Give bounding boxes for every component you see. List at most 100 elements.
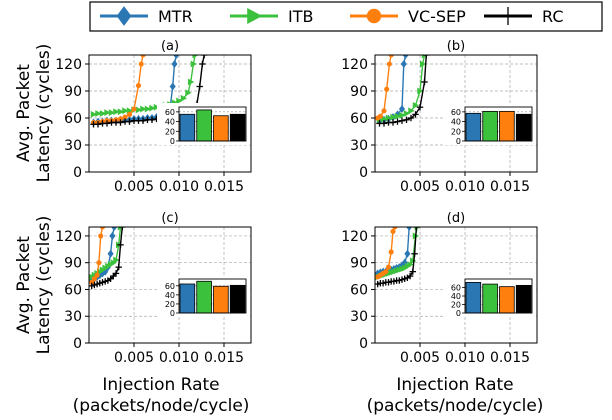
inset-y-tick-label: 40 [451, 118, 461, 127]
inset-bar-itb [483, 284, 498, 313]
data-point [95, 273, 100, 278]
y-axis-label: Avg. PacketLatency (cycles) [14, 44, 54, 183]
y-tick-label: 60 [350, 111, 368, 127]
x-axis-label-line: Injection Rate [396, 375, 513, 395]
data-point [387, 61, 392, 66]
data-point [418, 88, 423, 93]
data-point [131, 106, 136, 111]
data-point [378, 114, 383, 119]
y-tick-label: 90 [64, 84, 82, 100]
data-point [136, 83, 141, 88]
y-tick-label: 30 [350, 309, 368, 325]
data-point [199, 61, 205, 67]
inset-bar-rc [516, 285, 531, 313]
data-point [108, 251, 113, 257]
data-point [381, 108, 386, 113]
legend-marker-circle-icon [367, 9, 381, 23]
x-tick-label: 0.010 [159, 179, 199, 195]
y-tick-label: 60 [64, 111, 82, 127]
inset-y-tick-label: 20 [451, 127, 461, 136]
inset-y-tick-label: 0 [170, 137, 175, 146]
x-tick-label: 0.015 [490, 350, 530, 366]
inset-y-tick-label: 40 [451, 292, 461, 301]
x-tick-label: 0.015 [204, 350, 244, 366]
y-axis-label-line: Avg. Packet [14, 64, 34, 162]
x-tick-label: 0.015 [204, 179, 244, 195]
legend-label: ITB [288, 7, 313, 26]
y-axis-label-line: Latency (cycles) [34, 44, 54, 183]
x-tick-label: 0.005 [114, 179, 154, 195]
inset-bar-rc [230, 285, 245, 313]
y-tick-label: 120 [341, 57, 368, 73]
y-tick-label: 90 [64, 256, 82, 272]
data-point [98, 233, 103, 238]
inset-bar-mtr [180, 284, 195, 313]
legend-label: MTR [158, 7, 193, 26]
inset-bar-vc-sep [214, 116, 229, 141]
data-point [191, 61, 196, 66]
y-tick-label: 30 [350, 138, 368, 154]
data-point [114, 257, 119, 262]
x-axis-label: Injection Rate (packets/node/cycle) [73, 375, 250, 416]
series-group [375, 224, 420, 288]
data-point [411, 251, 417, 257]
data-point [390, 229, 395, 234]
y-tick-label: 120 [55, 229, 82, 245]
data-point [421, 79, 427, 85]
inset-bar-mtr [466, 113, 481, 141]
panel-title: (b) [447, 39, 465, 54]
x-tick-label: 0.010 [445, 350, 485, 366]
legend-label: RC [542, 7, 564, 26]
panel-title: (d) [447, 211, 465, 226]
data-point [127, 112, 132, 117]
data-point [172, 61, 177, 67]
y-tick-label: 0 [73, 165, 82, 181]
inset-y-tick-label: 60 [165, 282, 175, 291]
data-point [116, 264, 122, 270]
panel-title: (a) [161, 39, 179, 54]
data-point [390, 119, 396, 125]
inset-y-tick-label: 40 [165, 118, 175, 127]
inset-y-tick-label: 60 [451, 108, 461, 117]
panel-title: (c) [161, 211, 178, 226]
data-point [383, 269, 388, 274]
x-axis-label-line: Injection Rate [102, 375, 219, 395]
data-point [110, 233, 115, 239]
inset-y-tick-label: 60 [165, 108, 175, 117]
x-axis-label-line: (packets/node/cycle) [367, 396, 544, 416]
series-vc-sep [375, 52, 394, 120]
inset-y-tick-label: 20 [165, 127, 175, 136]
inset-y-tick-label: 60 [451, 284, 461, 293]
data-point [401, 61, 406, 67]
x-tick-label: 0.005 [400, 350, 440, 366]
inset-y-tick-label: 40 [165, 291, 175, 300]
y-tick-label: 0 [359, 336, 368, 352]
inset-bar-rc [516, 114, 531, 141]
inset-bar-itb [483, 111, 498, 141]
data-point [386, 265, 391, 270]
data-point [197, 83, 203, 89]
inset-bar-mtr [180, 114, 195, 141]
series-group [375, 52, 429, 127]
inset-y-tick-label: 20 [165, 300, 175, 309]
chart-panels: 03060901200.005 0.010 0.015(a)020406003060… [55, 39, 537, 366]
inset-bar-chart: 0204060 [157, 103, 250, 146]
inset-bar-mtr [466, 282, 481, 313]
x-tick-label: 0.015 [490, 179, 530, 195]
data-point [96, 260, 101, 265]
data-point [139, 61, 144, 66]
y-axis-label: Avg. PacketLatency (cycles) [14, 216, 54, 355]
y-tick-label: 30 [64, 309, 82, 325]
x-axis-label-line: (packets/node/cycle) [73, 396, 250, 416]
inset-y-tick-label: 0 [170, 309, 175, 318]
inset-bar-chart: 0204060 [443, 103, 536, 146]
legend: MTR ITB VC-SEP RC [90, 2, 602, 31]
y-tick-label: 90 [350, 84, 368, 100]
x-tick-label: 0.005 [114, 350, 154, 366]
data-point [399, 118, 405, 124]
data-point [405, 251, 410, 257]
